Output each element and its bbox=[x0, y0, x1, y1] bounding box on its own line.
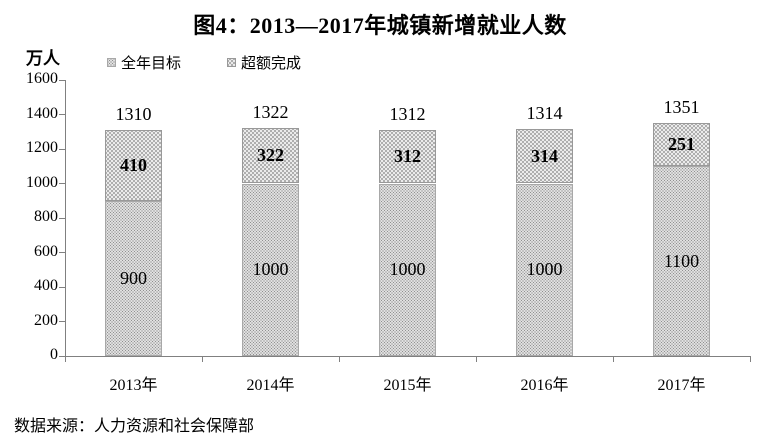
y-tick bbox=[59, 114, 65, 115]
y-tick-label: 800 bbox=[34, 208, 58, 225]
x-tick bbox=[65, 357, 66, 362]
y-tick bbox=[59, 321, 65, 322]
y-tick-label: 1400 bbox=[26, 104, 58, 122]
bar-segment-exceeded: 314 bbox=[516, 129, 573, 184]
bar-segment-target: 1000 bbox=[379, 183, 436, 356]
y-tick bbox=[59, 79, 65, 81]
legend-label-target: 全年目标 bbox=[121, 55, 182, 72]
legend-swatch-exceeded-icon bbox=[227, 58, 237, 67]
x-tick bbox=[750, 357, 751, 362]
y-tick-label: 1200 bbox=[26, 139, 58, 156]
x-tick bbox=[339, 357, 340, 362]
legend-item-target: 全年目标 bbox=[107, 52, 181, 73]
data-source-note: 数据来源：人力资源和社会保障部 bbox=[14, 418, 255, 435]
y-axis bbox=[65, 80, 66, 361]
y-tick-label: 1600 bbox=[26, 70, 58, 87]
y-tick-label: 0 bbox=[50, 346, 58, 363]
bar-segment-target: 1100 bbox=[653, 166, 710, 356]
bar-total-label: 1310 bbox=[115, 104, 152, 125]
x-axis-category-label: 2017年 bbox=[657, 377, 706, 394]
bar-segment-exceeded: 251 bbox=[653, 122, 710, 167]
y-tick bbox=[59, 355, 65, 357]
y-tick-label: 400 bbox=[34, 277, 58, 294]
bar-segment-target: 1000 bbox=[242, 183, 299, 356]
x-tick bbox=[202, 357, 203, 362]
y-axis-unit-label: 万人 bbox=[26, 49, 60, 68]
y-tick bbox=[59, 183, 65, 184]
bar-segment-target: 900 bbox=[105, 200, 162, 356]
y-tick bbox=[59, 252, 65, 253]
legend: 全年目标 超额完成 bbox=[107, 52, 301, 73]
bar-total-label: 1312 bbox=[389, 103, 426, 124]
bar-segment-exceeded: 410 bbox=[105, 130, 162, 201]
legend-label-exceeded: 超额完成 bbox=[241, 55, 302, 72]
bar-segment-exceeded: 312 bbox=[379, 129, 436, 184]
bar-total-label: 1322 bbox=[252, 101, 289, 122]
legend-swatch-target-icon bbox=[107, 58, 116, 67]
bar-total-label: 1314 bbox=[526, 103, 563, 124]
y-tick bbox=[59, 217, 65, 219]
x-tick bbox=[476, 357, 477, 362]
y-tick-label: 1000 bbox=[26, 173, 58, 191]
chart-title: 图4：2013—2017年城镇新增就业人数 bbox=[193, 13, 567, 38]
x-axis bbox=[65, 356, 751, 357]
x-axis-category-label: 2016年 bbox=[520, 377, 569, 394]
bar-segment-exceeded: 322 bbox=[242, 127, 299, 184]
x-tick bbox=[613, 357, 614, 362]
bar-segment-target: 1000 bbox=[516, 183, 573, 356]
legend-item-exceeded: 超额完成 bbox=[227, 52, 301, 73]
y-tick bbox=[59, 286, 65, 288]
x-axis-category-label: 2015年 bbox=[383, 377, 432, 394]
y-tick-label: 200 bbox=[34, 311, 58, 329]
bar-total-label: 1351 bbox=[663, 96, 700, 117]
y-tick bbox=[59, 148, 65, 150]
y-tick-label: 600 bbox=[34, 242, 58, 260]
x-axis-category-label: 2014年 bbox=[246, 377, 295, 394]
x-axis-category-label: 2013年 bbox=[109, 377, 158, 394]
